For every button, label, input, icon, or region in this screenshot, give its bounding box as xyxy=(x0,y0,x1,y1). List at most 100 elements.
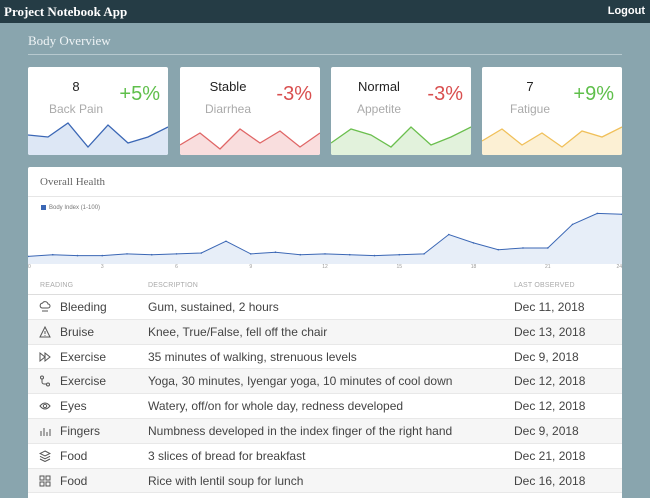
reading-description: Watery, off/on for whole day, redness de… xyxy=(148,399,404,414)
reading-description: Yoga, 30 minutes, Iyengar yoga, 10 minut… xyxy=(148,374,453,389)
app-title[interactable]: Project Notebook App xyxy=(4,4,128,19)
stat-change: +5% xyxy=(119,83,160,105)
reading-name: Exercise xyxy=(60,349,107,364)
overall-health-title: Overall Health xyxy=(40,176,106,188)
table-row[interactable]: Bruise Knee, True/False, fell off the cha… xyxy=(28,319,622,345)
stat-change: -3% xyxy=(276,83,312,105)
x-tick-label: 15 xyxy=(396,264,403,270)
data-point-11 xyxy=(299,253,302,256)
table-row[interactable]: Fingers Numbness developed in the index f… xyxy=(28,418,622,444)
reading-date: Dec 13, 2018 xyxy=(514,324,586,339)
reading-name: Exercise xyxy=(60,374,107,389)
reading-date: Dec 12, 2018 xyxy=(514,399,586,414)
data-point-21 xyxy=(546,247,549,249)
stat-card-back-pain[interactable]: 8 Back Pain +5% xyxy=(28,67,168,155)
logout-link[interactable]: Logout xyxy=(607,5,645,17)
x-tick-label: 21 xyxy=(544,264,551,270)
series-area xyxy=(28,213,622,264)
table-row[interactable]: Food Rice with lentil soup for lunch Dec 1… xyxy=(28,468,622,494)
fast-forward-icon xyxy=(39,351,51,362)
data-point-1 xyxy=(51,253,54,256)
overall-health-panel: Overall Health Body Index (1-100) 0 3 6 9 12… xyxy=(28,167,622,498)
x-tick-label: 9 xyxy=(249,264,253,270)
column-header-reading[interactable]: READING xyxy=(40,282,74,289)
column-header-description[interactable]: DESCRIPTION xyxy=(148,282,199,289)
reading-description: Rice with lentil soup for lunch xyxy=(148,473,304,488)
reading-date: Dec 9, 2018 xyxy=(514,349,579,364)
data-point-9 xyxy=(249,253,252,255)
x-tick-label: 3 xyxy=(100,264,104,270)
table-row[interactable]: Exercise 35 minutes of walking, strenuous… xyxy=(28,345,622,370)
reading-name: Food xyxy=(60,473,88,488)
sparkline xyxy=(180,128,320,155)
x-tick-label: 0 xyxy=(28,264,31,270)
eye-icon xyxy=(39,402,51,410)
table-row[interactable]: Food 3 slices of bread for breakfast Dec 2… xyxy=(28,444,622,469)
stat-change: +9% xyxy=(573,83,614,105)
column-header-last-observed[interactable]: LAST OBSERVED xyxy=(514,282,575,289)
data-point-18 xyxy=(472,242,475,244)
stat-value: Stable xyxy=(209,79,247,94)
stat-value: Normal xyxy=(358,79,400,94)
stat-card-diarrhea[interactable]: Stable Diarrhea -3% xyxy=(180,67,320,155)
data-point-12 xyxy=(324,253,326,255)
reading-description: 3 slices of bread for breakfast xyxy=(148,448,306,463)
reading-name: Bruise xyxy=(60,324,95,339)
stat-card-appetite[interactable]: Normal Appetite -3% xyxy=(331,67,471,155)
reading-date: Dec 21, 2018 xyxy=(514,448,586,463)
body-index-chart xyxy=(28,212,622,264)
reading-description: Knee, True/False, fell off the chair xyxy=(148,324,328,339)
table-row[interactable]: Eyes Watery, off/on for whole day, rednes… xyxy=(28,394,622,419)
reading-name: Fingers xyxy=(60,423,101,438)
legend-label: Body Index (1-100) xyxy=(49,205,101,212)
stat-label: Back Pain xyxy=(48,102,104,116)
data-point-3 xyxy=(101,254,104,257)
stat-label: Diarrhea xyxy=(204,102,252,116)
bar-chart-icon xyxy=(40,427,51,436)
sparkline-area xyxy=(482,127,622,155)
stat-label: Appetite xyxy=(356,102,402,116)
warning-triangle-icon xyxy=(39,325,51,338)
sparkline-line xyxy=(180,128,320,150)
sparkline-line xyxy=(331,126,471,148)
data-point-17 xyxy=(447,233,450,236)
reading-name: Bleeding xyxy=(60,300,107,314)
data-point-24 xyxy=(621,213,622,216)
sparkline-area xyxy=(331,127,471,155)
stat-card-fatigue[interactable]: 7 Fatigue +9% xyxy=(482,67,622,155)
data-point-6 xyxy=(175,253,178,255)
data-point-19 xyxy=(497,248,500,251)
data-point-2 xyxy=(76,254,79,257)
readings-table: Bleeding Gum, sustained, 2 hours Dec 11, 2… xyxy=(28,295,622,494)
table-row[interactable]: Exercise Yoga, 30 minutes, Iyengar yoga, … xyxy=(28,369,622,395)
sparkline-area xyxy=(28,123,168,155)
stat-value: 7 xyxy=(526,79,534,94)
section-divider xyxy=(28,54,622,55)
reading-name: Eyes xyxy=(60,399,87,414)
sparkline-line xyxy=(482,126,622,148)
table-row[interactable]: Bleeding Gum, sustained, 2 hours Dec 11, 2… xyxy=(28,295,622,320)
reading-name: Food xyxy=(60,448,88,463)
legend-swatch xyxy=(41,205,46,210)
table-header-divider xyxy=(28,294,622,295)
data-point-20 xyxy=(522,247,524,249)
sparkline-line xyxy=(28,122,168,148)
x-tick-label: 12 xyxy=(322,264,328,270)
sparkline-area xyxy=(180,129,320,155)
sparkline xyxy=(331,126,471,155)
section-title: Body Overview xyxy=(28,33,111,48)
route-icon xyxy=(40,375,50,387)
reading-description: Numbness developed in the index finger o… xyxy=(148,423,453,438)
x-tick-label: 18 xyxy=(470,264,477,270)
data-point-16 xyxy=(423,253,425,255)
data-point-14 xyxy=(373,254,376,257)
x-axis-ticks: 0 3 6 9 12 15 18 21 24 xyxy=(28,264,622,272)
data-point-10 xyxy=(274,251,277,253)
data-point-22 xyxy=(571,223,574,226)
data-point-8 xyxy=(225,240,227,243)
data-point-7 xyxy=(200,252,203,254)
reading-date: Dec 16, 2018 xyxy=(514,473,586,488)
cloud-rain-icon xyxy=(39,301,51,312)
reading-date: Dec 9, 2018 xyxy=(514,423,579,438)
data-point-0 xyxy=(28,255,29,258)
